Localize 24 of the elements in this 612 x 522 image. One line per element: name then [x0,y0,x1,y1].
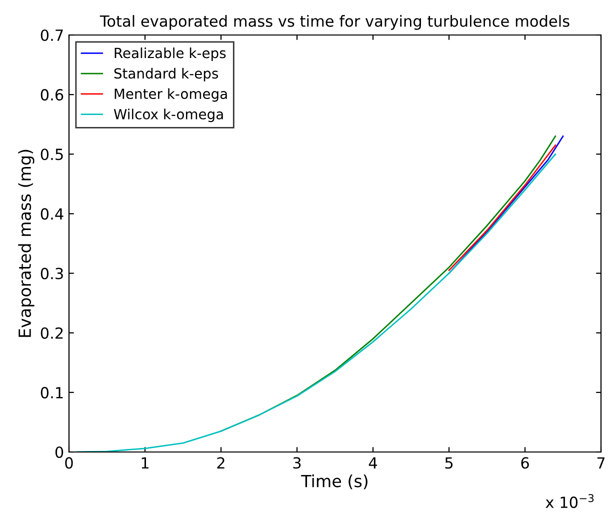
y-tick-label: 0 [55,446,64,458]
x-tick-label: 0 [65,457,73,469]
y-tick-label: 0.5 [40,148,63,160]
legend-label: Wilcox k-omega [114,108,223,122]
y-tick-label: 0.3 [40,268,63,280]
x-tick-label: 4 [368,457,378,468]
x-tick-label: 5 [445,457,453,469]
y-tick-label: 0.6 [40,89,64,101]
y-tick-label: 0.4 [40,208,64,220]
x-tick-label: 3 [293,457,301,469]
x-tick-label: 7 [597,457,605,468]
x-tick-label: 6 [521,457,529,469]
legend-label: Menter k-omega [114,88,227,102]
text: x 10$^{−3}$ [546,494,594,508]
legend-label: Realizable k-eps [114,48,226,61]
x-tick-label: 2 [217,457,224,468]
y-tick-label: 0.1 [40,386,63,398]
y-tick-label: 0.7 [40,29,63,42]
y-axis-title: Evaporated mass (mg) [18,150,34,337]
chart-title: Total evaporated mass vs time for varying turbulence models [100,15,570,30]
x-tick-label: 1 [142,457,148,468]
y-tick-label: 0.2 [40,327,63,339]
x-axis-title: Time (s) [301,474,368,490]
legend-label: Standard k-eps [114,68,218,82]
